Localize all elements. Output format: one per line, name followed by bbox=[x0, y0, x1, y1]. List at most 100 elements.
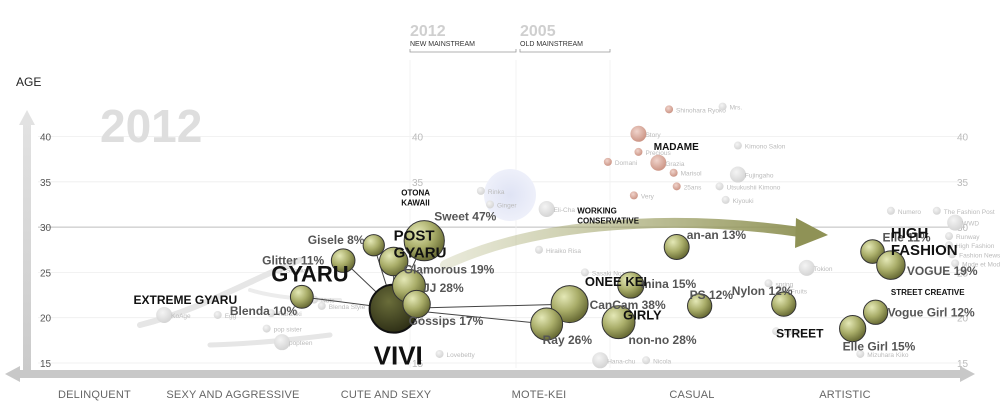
magazine-label: Glitter 11% bbox=[262, 254, 324, 268]
faded-bubble bbox=[317, 301, 326, 310]
segment-label: ONEE KEI bbox=[585, 274, 647, 289]
faded-bubble bbox=[947, 214, 964, 231]
magazine-bubble bbox=[330, 248, 356, 273]
magazine-bubble bbox=[403, 220, 445, 262]
segment-label: GIRLY bbox=[623, 308, 662, 323]
magazine-label: PS 12% bbox=[690, 288, 734, 302]
magazine-label: Elle Girl 15% bbox=[843, 340, 916, 354]
y-axis-label: AGE bbox=[16, 75, 41, 89]
faded-bubble bbox=[772, 327, 781, 336]
magazine-bubble bbox=[876, 250, 906, 280]
magazine-label: Sweet 47% bbox=[434, 210, 496, 224]
trend-arrow bbox=[440, 218, 828, 270]
faded-label: Tokion bbox=[814, 266, 833, 273]
faded-label: SCawaii bbox=[286, 268, 310, 275]
magazine-label: Gisele 8% bbox=[308, 233, 365, 247]
faded-label: Grazia bbox=[665, 161, 685, 168]
faded-bubble bbox=[951, 259, 960, 268]
faded-label: Rinka bbox=[488, 189, 505, 196]
segment-label: MADAME bbox=[654, 142, 699, 153]
faded-label: Kiyouki bbox=[733, 198, 754, 205]
faded-bubble bbox=[886, 206, 895, 215]
faded-label: Nuts bbox=[321, 298, 335, 305]
faded-label: Domani bbox=[615, 160, 637, 167]
faded-label: Zipper bbox=[783, 329, 802, 336]
segment-label: HIGH bbox=[891, 225, 929, 242]
faded-label: Mode et Mode bbox=[962, 261, 1000, 268]
faded-bubble bbox=[669, 168, 678, 177]
magazine-bubble bbox=[601, 305, 636, 340]
magazine-bubble bbox=[402, 289, 431, 319]
faded-label: Hana-chu bbox=[607, 358, 636, 365]
faded-bubble bbox=[634, 147, 643, 156]
faded-label: Runway bbox=[956, 234, 980, 241]
magazine-label-vivi: VIVI bbox=[374, 341, 423, 371]
faded-bubble bbox=[538, 200, 555, 217]
faded-bubble bbox=[733, 141, 742, 150]
magazine-bubbles: VIVI Sweet 47% Gisele 8% Glitter 11% Glamoro… bbox=[230, 210, 978, 371]
faded-bubble bbox=[856, 349, 865, 358]
faded-bubble bbox=[764, 279, 773, 288]
magazine-label: an-an 13% bbox=[687, 228, 747, 242]
y-tick-label: 25 bbox=[40, 268, 52, 279]
faded-label: 25ans bbox=[684, 184, 702, 191]
segment-label: KAWAII bbox=[401, 198, 429, 207]
faded-label: Lovebetty bbox=[447, 352, 476, 359]
column-year-new: 2012 bbox=[410, 23, 446, 40]
faded-label: Nicola bbox=[653, 358, 671, 365]
faded-bubble bbox=[672, 182, 681, 191]
column-label-new: NEW MAINSTREAM bbox=[410, 41, 475, 48]
faded-label: Eli-Cha bbox=[554, 207, 576, 214]
y-tick-label-right: 20 bbox=[957, 314, 969, 325]
faded-label: Precious bbox=[645, 150, 671, 157]
faded-label: Numero bbox=[898, 209, 922, 216]
faded-bubble bbox=[213, 310, 222, 319]
x-category-label: SEXY AND AGGRESSIVE bbox=[166, 389, 299, 401]
faded-bubble bbox=[650, 154, 667, 171]
magazine-bubble bbox=[530, 307, 564, 341]
faded-magazines: KoAge Egg SCawaii Ranzuki pop sister popteen N… bbox=[156, 102, 1000, 369]
x-axis bbox=[5, 366, 975, 382]
faded-label: Blenda Style bbox=[329, 304, 366, 311]
faded-label: Ginger bbox=[497, 202, 517, 209]
magazine-label: VOGUE 19% bbox=[907, 264, 978, 278]
faded-bubble bbox=[603, 157, 612, 166]
magazine-label: Ray 26% bbox=[543, 333, 593, 347]
x-category-label: DELINQUENT bbox=[58, 389, 131, 401]
segment-label: STREET bbox=[776, 327, 824, 341]
faded-label: Hiraiko Risa bbox=[546, 248, 581, 255]
y-tick-label: 20 bbox=[40, 314, 52, 325]
faded-label: Egg bbox=[225, 313, 237, 320]
faded-bubble bbox=[274, 265, 283, 274]
faded-bubble bbox=[592, 352, 609, 369]
faded-bubble bbox=[267, 309, 276, 318]
magazine-label: non-no 28% bbox=[629, 333, 697, 347]
faded-label: KoAge bbox=[171, 313, 191, 320]
y-tick-label-right: 35 bbox=[957, 178, 969, 189]
faded-bubble bbox=[665, 105, 674, 114]
magazine-bubble bbox=[687, 293, 713, 319]
faded-label: popteen bbox=[289, 340, 313, 347]
faded-bubble bbox=[798, 259, 815, 276]
magazine-label: Vogue Girl 12% bbox=[888, 305, 975, 319]
x-category-label: ARTISTIC bbox=[819, 389, 871, 401]
faded-bubble bbox=[721, 195, 730, 204]
magazine-label: Blenda 10% bbox=[230, 304, 298, 318]
faded-label: Fashion News bbox=[959, 252, 1000, 259]
y-tick-label-mid: 15 bbox=[412, 359, 424, 370]
faded-bubble bbox=[945, 232, 954, 241]
y-tick-label-mid: 40 bbox=[412, 133, 424, 144]
y-axis: AGE bbox=[16, 75, 41, 370]
faded-label: Shinohara Ryoko bbox=[676, 107, 726, 114]
magazine-label: Elle 11% bbox=[883, 231, 931, 245]
faded-bubble bbox=[729, 166, 746, 183]
faded-label: High Fashion bbox=[956, 243, 995, 250]
magazine-bubble bbox=[362, 234, 385, 257]
x-category-label: CASUAL bbox=[669, 389, 714, 401]
magazine-bubble bbox=[289, 284, 314, 309]
faded-label: Mizuhara Kiko bbox=[867, 352, 909, 359]
magazine-bubble bbox=[378, 246, 409, 277]
faded-label: Sasaki Nozomi bbox=[592, 270, 635, 277]
